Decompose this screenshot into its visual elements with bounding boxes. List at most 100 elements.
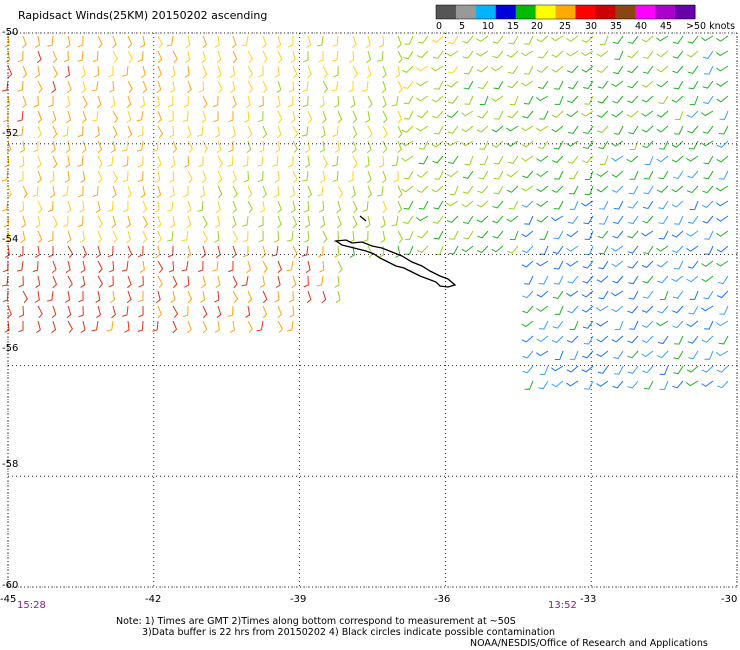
wind-barb <box>521 185 534 192</box>
wind-barb <box>567 95 579 104</box>
wind-barb <box>126 95 132 109</box>
wind-barb <box>170 290 176 303</box>
wind-barb <box>126 290 132 304</box>
wind-barb <box>262 185 267 199</box>
wind-barb <box>306 290 312 304</box>
wind-barb <box>37 230 43 244</box>
wind-barb <box>3 110 9 123</box>
wind-barb <box>462 35 474 44</box>
wind-barb <box>232 290 239 304</box>
wind-barb <box>382 65 387 79</box>
wind-barb <box>22 35 27 49</box>
wind-barb <box>22 290 28 304</box>
wind-barb <box>366 65 372 79</box>
wind-barb <box>186 125 192 139</box>
wind-barb <box>37 125 42 139</box>
wind-barb <box>671 200 684 208</box>
wind-barb <box>554 350 564 360</box>
wind-barb <box>288 155 294 168</box>
wind-barb <box>80 170 86 183</box>
wind-barb <box>447 65 459 74</box>
wind-barb <box>172 320 178 334</box>
wind-barb <box>352 200 358 214</box>
scale-swatch <box>535 5 557 19</box>
wind-barb <box>247 50 254 64</box>
wind-barb <box>79 200 85 213</box>
wind-barb <box>524 275 534 285</box>
wind-barb <box>51 110 57 124</box>
wind-barb <box>276 35 282 49</box>
wind-barb <box>334 140 340 153</box>
wind-barb <box>629 140 639 151</box>
wind-barb <box>687 335 699 344</box>
wind-barb <box>34 245 40 258</box>
wind-barb <box>641 80 654 88</box>
wind-barb <box>521 155 534 162</box>
wind-barb <box>365 215 371 228</box>
wind-barb <box>202 95 208 109</box>
wind-barb <box>52 50 58 64</box>
wind-barb <box>581 35 594 43</box>
wind-barb <box>627 260 639 269</box>
wind-barb <box>554 80 564 90</box>
wind-barb <box>137 50 144 63</box>
wind-barb <box>566 380 579 387</box>
wind-barb <box>689 200 699 210</box>
wind-barb <box>567 215 579 224</box>
wind-barb <box>462 185 474 194</box>
wind-barb <box>36 155 42 169</box>
wind-barb <box>715 350 729 357</box>
wind-barb <box>48 95 54 108</box>
scale-label-10: 10 <box>482 21 495 32</box>
wind-barb <box>614 365 624 375</box>
wind-barb <box>228 260 234 273</box>
wind-barb <box>91 80 99 92</box>
wind-barb <box>139 260 145 273</box>
wind-barb <box>508 200 519 210</box>
wind-barb <box>552 290 564 299</box>
wind-barb <box>477 110 489 119</box>
wind-barb <box>137 125 144 138</box>
wind-barb <box>521 200 534 208</box>
wind-barb <box>80 260 86 273</box>
wind-barb <box>523 65 534 75</box>
wind-barb <box>446 110 459 119</box>
wind-barb <box>96 95 102 109</box>
wind-barb <box>80 275 86 288</box>
wind-barb <box>432 50 444 59</box>
wind-barb <box>292 140 298 154</box>
wind-barb <box>91 110 99 122</box>
wind-barb <box>242 155 249 168</box>
wind-barb <box>96 305 102 319</box>
wind-barb <box>509 230 519 241</box>
wind-barb <box>672 305 684 314</box>
wind-barb <box>431 65 444 72</box>
wind-barb <box>349 245 355 258</box>
wind-barb <box>584 185 594 195</box>
wind-barb <box>657 275 669 284</box>
lon-label-30: -30 <box>721 594 738 605</box>
wind-barb <box>242 245 249 258</box>
wind-barb <box>352 155 358 169</box>
wind-barb <box>197 260 204 273</box>
wind-barb <box>350 95 356 108</box>
wind-barb <box>22 65 28 79</box>
wind-barb <box>136 110 144 122</box>
time-left: 15:28 <box>17 600 46 611</box>
wind-barb <box>598 290 609 300</box>
wind-barb <box>352 65 358 79</box>
wind-barb <box>140 65 146 79</box>
wind-barb <box>554 275 564 285</box>
wind-barb <box>522 290 534 299</box>
wind-barb <box>596 380 609 387</box>
wind-barb <box>568 170 579 180</box>
wind-barb <box>17 110 24 122</box>
wind-barb <box>657 350 669 359</box>
scale-label-40: 40 <box>635 21 648 32</box>
wind-barb <box>539 245 549 255</box>
wind-barb <box>307 185 313 199</box>
scale-swatch <box>555 5 576 19</box>
wind-barb <box>261 245 267 259</box>
wind-barb <box>464 155 474 165</box>
wind-barb <box>716 260 729 267</box>
